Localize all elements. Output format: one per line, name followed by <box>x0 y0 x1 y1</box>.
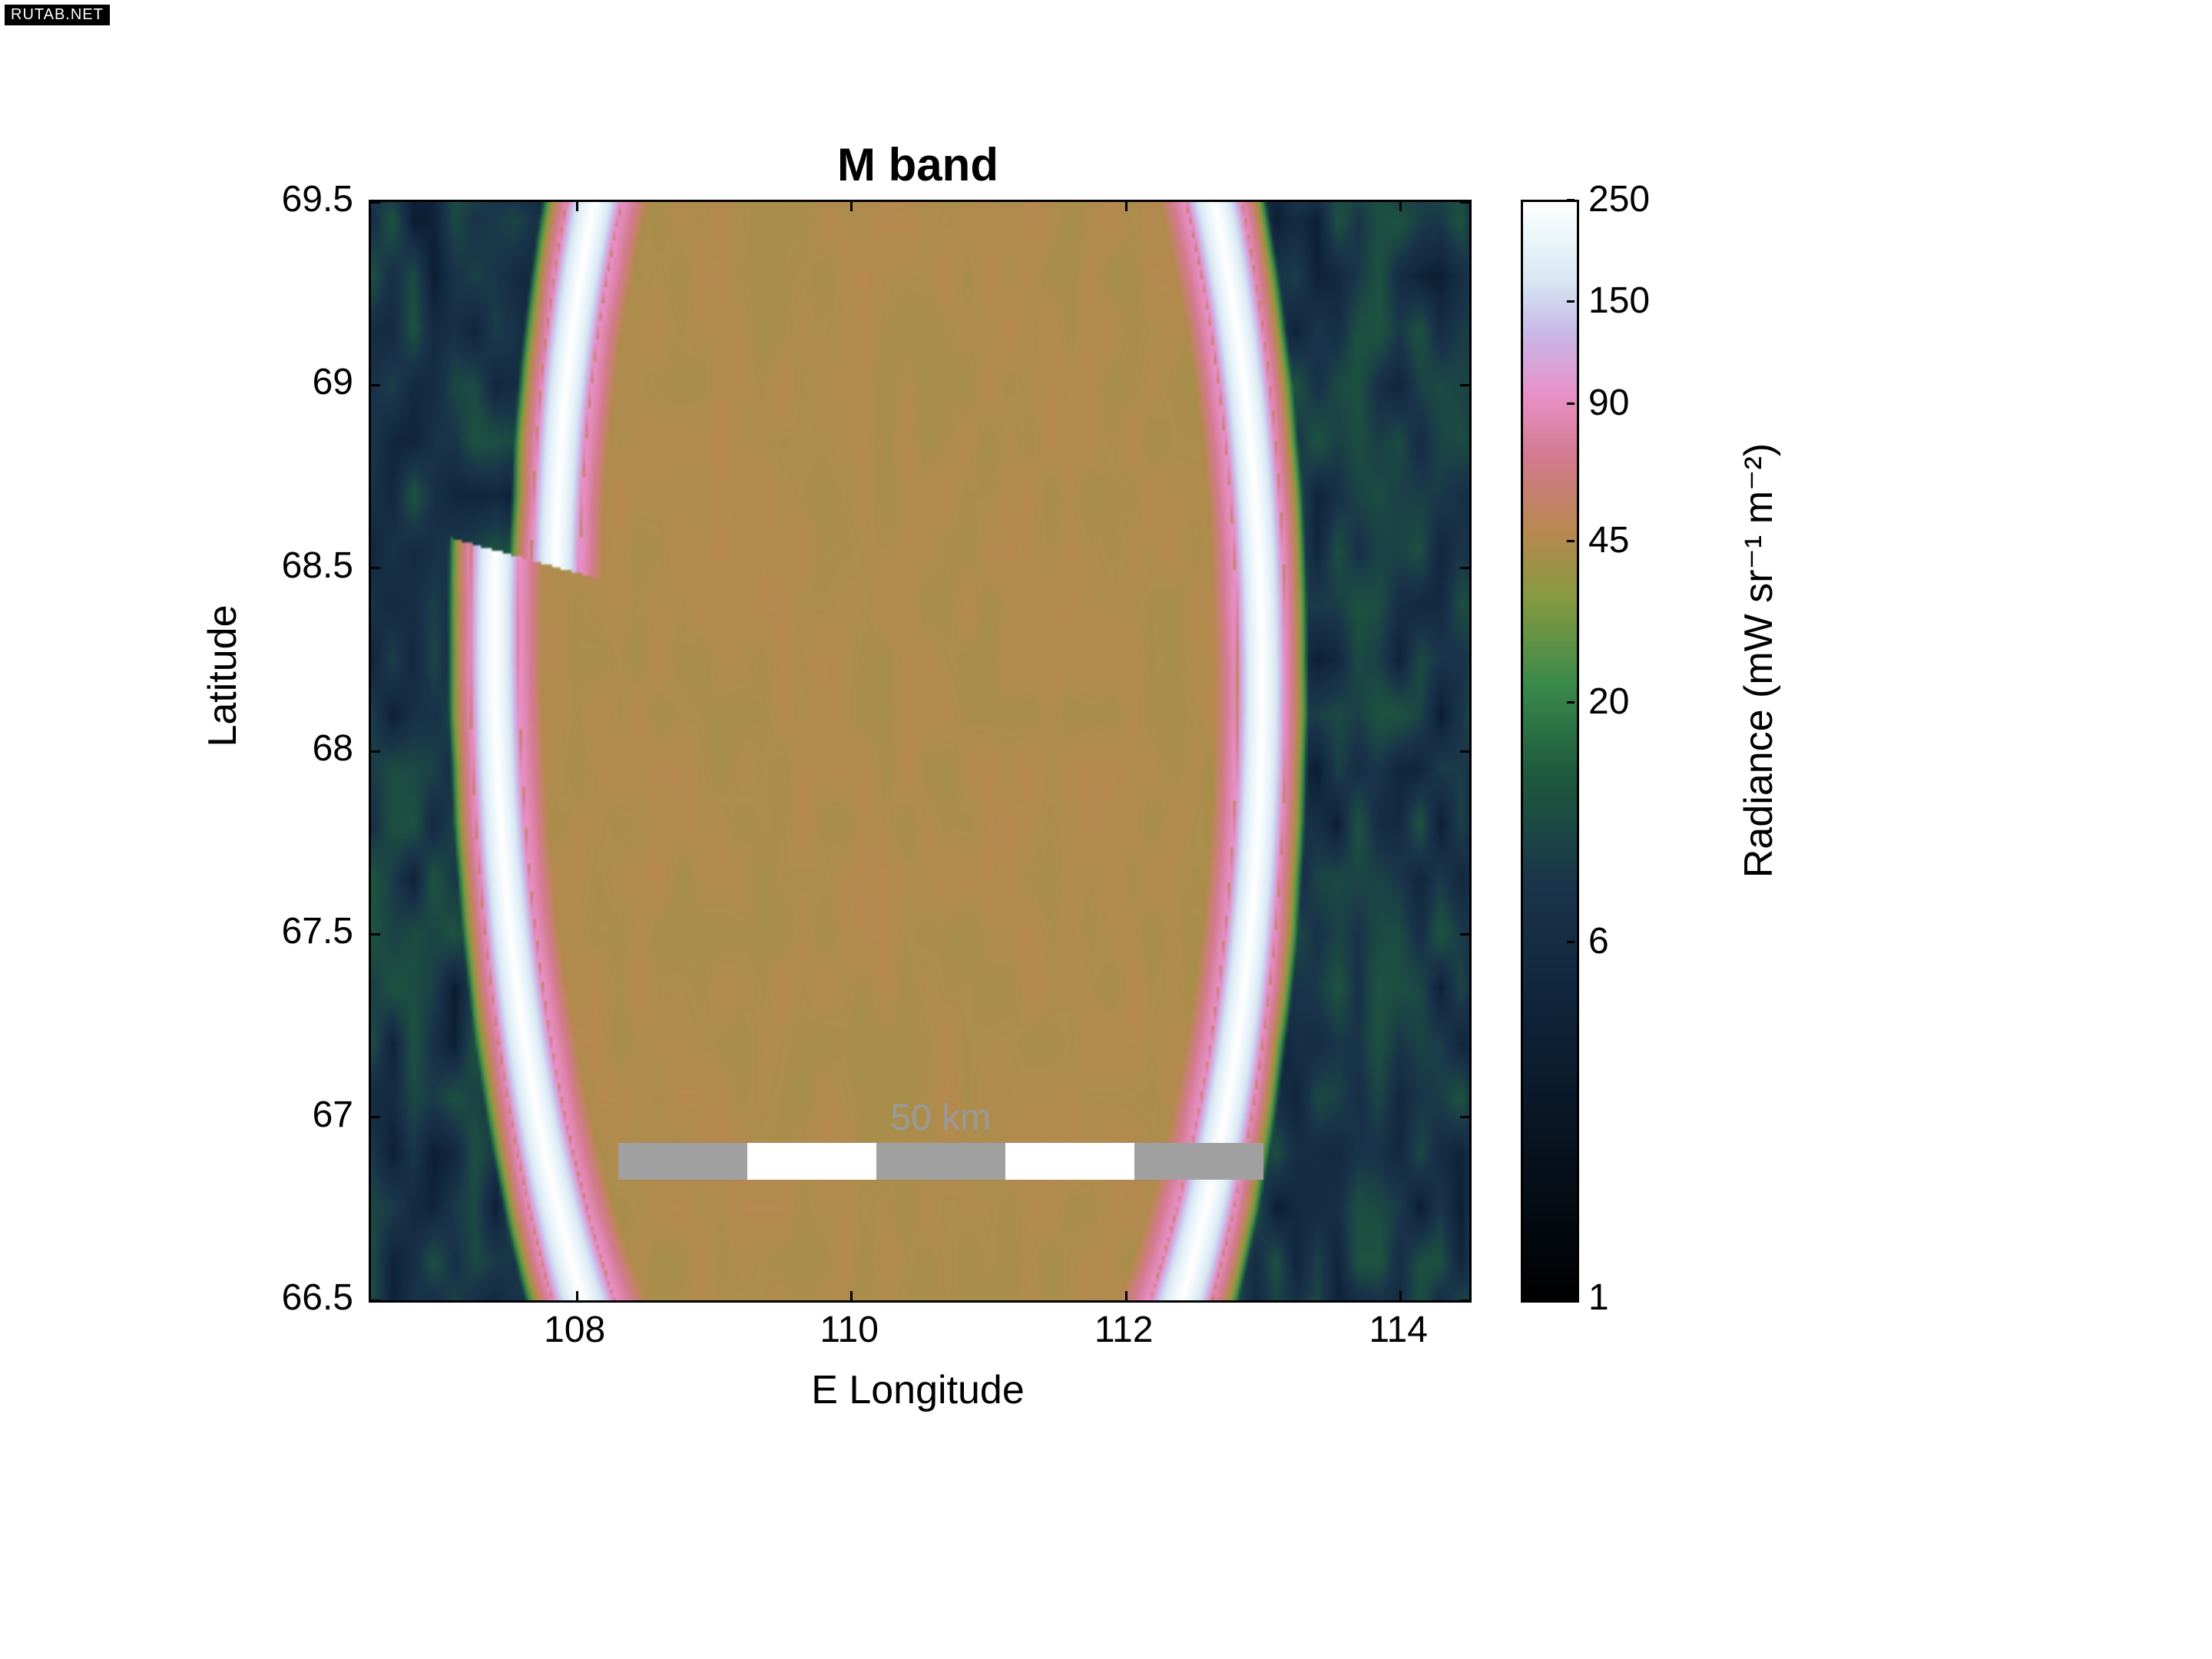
scale-bar-segment <box>876 1143 1005 1180</box>
scale-bar-segment <box>747 1143 876 1180</box>
tick-mark <box>850 1291 853 1300</box>
y-tick-label: 68.5 <box>246 545 353 587</box>
tick-mark <box>1125 202 1128 211</box>
scale-bar-segment <box>1134 1143 1263 1180</box>
x-axis-label: E Longitude <box>369 1367 1467 1413</box>
y-tick-label: 66.5 <box>246 1277 353 1319</box>
scale-bar-label: 50 km <box>618 1097 1263 1139</box>
heatmap-plot: 50 km <box>369 200 1472 1303</box>
colorbar-tick-mark <box>1567 540 1575 542</box>
colorbar-tick-mark <box>1567 1297 1575 1300</box>
tick-mark <box>371 201 380 204</box>
colorbar-tick-mark <box>1567 701 1575 704</box>
tick-mark <box>371 933 380 935</box>
colorbar-tick-mark <box>1567 199 1575 201</box>
tick-mark <box>1399 1291 1402 1300</box>
y-axis-label: Latitude <box>200 522 246 830</box>
tick-mark <box>371 1300 380 1302</box>
y-tick-label: 67 <box>246 1094 353 1136</box>
tick-mark <box>371 1116 380 1118</box>
colorbar-label: Radiance (mW sr⁻¹ m⁻²) <box>1736 353 1782 968</box>
colorbar-canvas <box>1523 202 1577 1300</box>
scale-bar-segment <box>618 1143 747 1180</box>
colorbar-tick-label: 6 <box>1588 920 1609 962</box>
colorbar-tick-label: 45 <box>1588 519 1629 561</box>
y-tick-label: 67.5 <box>246 910 353 952</box>
tick-mark <box>371 750 380 753</box>
tick-mark <box>371 567 380 569</box>
tick-mark <box>1125 1291 1128 1300</box>
colorbar-tick-mark <box>1567 402 1575 405</box>
colorbar-tick-label: 250 <box>1588 178 1650 220</box>
scale-bar-segment <box>1005 1143 1134 1180</box>
x-tick-label: 108 <box>528 1309 621 1351</box>
y-tick-label: 69 <box>246 361 353 403</box>
colorbar-tick-mark <box>1567 941 1575 943</box>
x-tick-label: 110 <box>803 1309 896 1351</box>
plot-title: M band <box>369 138 1467 191</box>
colorbar-tick-label: 20 <box>1588 680 1629 723</box>
scale-bar <box>618 1143 1263 1180</box>
tick-mark <box>1460 1116 1469 1118</box>
tick-mark <box>1460 567 1469 569</box>
tick-mark <box>371 384 380 386</box>
tick-mark <box>1460 933 1469 935</box>
colorbar-tick-label: 150 <box>1588 280 1650 322</box>
tick-mark <box>1460 384 1469 386</box>
tick-mark <box>576 1291 578 1300</box>
y-tick-label: 69.5 <box>246 178 353 220</box>
x-tick-label: 114 <box>1353 1309 1445 1351</box>
colorbar-tick-label: 90 <box>1588 382 1629 424</box>
figure: M band Latitude E Longitude 50 km 66.5 67… <box>0 0 2212 1659</box>
tick-mark <box>1460 201 1469 204</box>
colorbar-tick-mark <box>1567 300 1575 303</box>
tick-mark <box>1460 750 1469 753</box>
tick-mark <box>1460 1300 1469 1302</box>
tick-mark <box>850 202 853 211</box>
colorbar <box>1521 200 1579 1303</box>
y-tick-label: 68 <box>246 727 353 770</box>
tick-mark <box>576 202 578 211</box>
tick-mark <box>1399 202 1402 211</box>
x-tick-label: 112 <box>1078 1309 1170 1351</box>
colorbar-tick-label: 1 <box>1588 1277 1609 1319</box>
